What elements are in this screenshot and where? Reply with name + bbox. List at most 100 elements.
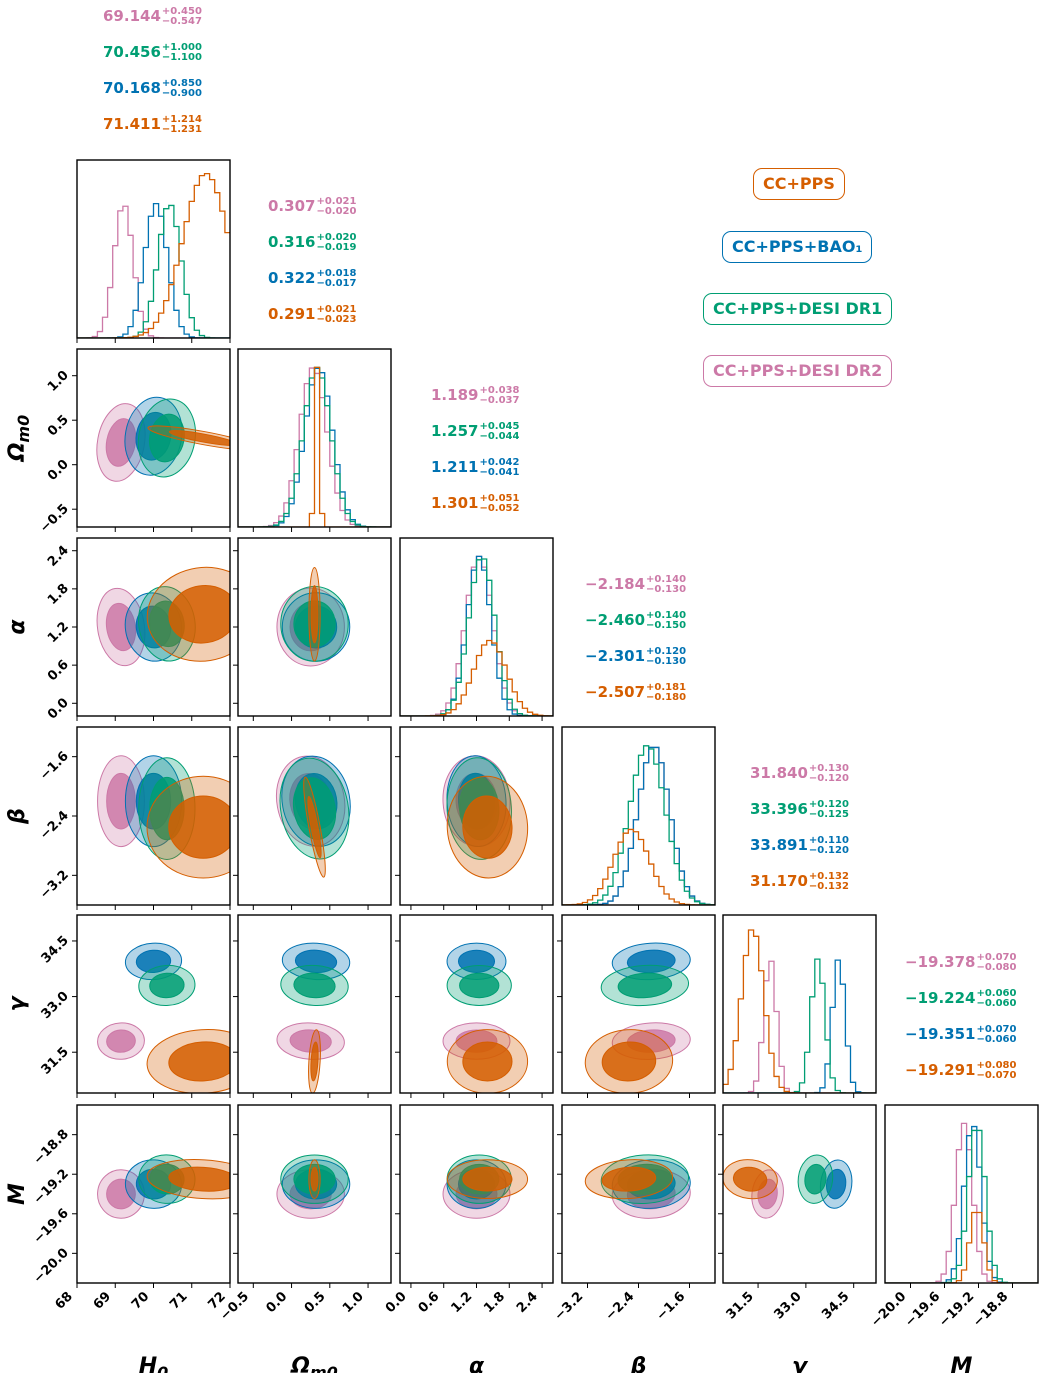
histogram-cc-pps-desi-dr2 — [723, 960, 876, 1093]
stat-M-cc-pps: −19.291 +0.080 −0.070 — [905, 1059, 1017, 1081]
y-tick-label: 0.5 — [45, 412, 72, 439]
panel-H0-vs-H0 — [77, 172, 230, 338]
legend-entry-cc-pps-bao: CC+PPS+BAO₁ — [722, 231, 873, 263]
stat-alpha-cc-pps-bao: 1.211 +0.042 −0.041 — [431, 456, 520, 478]
panel-frame — [722, 914, 877, 1094]
panel-alpha-vs-H0 — [96, 566, 230, 667]
contour-1sigma-cc-pps — [310, 1166, 319, 1192]
histogram-cc-pps — [400, 639, 553, 716]
panel-frame — [722, 1104, 877, 1284]
contour-1sigma-cc-pps-desi-dr2 — [105, 418, 137, 467]
y-tick-label: 0.0 — [45, 696, 72, 723]
panel-gamma-vs-H0 — [97, 942, 230, 1093]
y-axis-label-Om0: Ωm0 — [5, 415, 33, 463]
stat-gamma-cc-pps-desi-dr1: 33.396 +0.120 −0.125 — [750, 798, 849, 820]
stat-H0-cc-pps: 71.411 +1.214 −1.231 — [103, 113, 202, 135]
y-tick-label: −20.0 — [31, 1246, 72, 1287]
y-tick-label: 2.4 — [45, 543, 72, 570]
x-tick-label: 0.0 — [383, 1289, 410, 1316]
contour-1sigma-cc-pps — [168, 1166, 230, 1192]
y-tick-label: −19.2 — [31, 1166, 72, 1207]
x-tick-label: 33.0 — [771, 1289, 804, 1322]
panel-beta-vs-Om0 — [275, 755, 351, 878]
stat-alpha-cc-pps-desi-dr1: 1.257 +0.045 −0.044 — [431, 420, 520, 442]
x-tick-label: 31.5 — [724, 1289, 757, 1322]
y-tick-label: 1.0 — [45, 368, 72, 395]
y-tick-label: −19.6 — [31, 1206, 72, 1247]
stat-Om0-cc-pps: 0.291 +0.021 −0.023 — [268, 303, 357, 325]
x-tick-label: −2.4 — [603, 1289, 638, 1324]
y-tick-label: −1.6 — [37, 749, 72, 784]
y-axis-label-gamma: γ — [5, 995, 30, 1012]
contour-1sigma-cc-pps — [168, 430, 230, 446]
panel-frame — [884, 1104, 1039, 1284]
y-tick-label: 1.8 — [45, 581, 72, 608]
x-axis-label-M: M — [951, 1354, 973, 1373]
stat-gamma-cc-pps-desi-dr2: 31.840 +0.130 −0.120 — [750, 762, 849, 784]
contour-1sigma-cc-pps — [310, 585, 319, 644]
contour-1sigma-cc-pps-desi-dr1 — [617, 972, 673, 999]
panel-M-vs-beta — [584, 1154, 691, 1219]
panel-gamma-vs-alpha — [442, 942, 529, 1093]
contour-1sigma-cc-pps — [462, 795, 513, 859]
x-tick-label: −20.0 — [868, 1289, 909, 1330]
y-tick-label: 31.5 — [39, 1044, 72, 1077]
panel-M-vs-Om0 — [276, 1154, 351, 1219]
stat-alpha-cc-pps-desi-dr2: 1.189 +0.038 −0.037 — [431, 384, 520, 406]
contour-1sigma-cc-pps — [310, 1041, 319, 1082]
contour-1sigma-cc-pps-desi-dr2 — [106, 1029, 136, 1053]
panel-frame — [237, 348, 392, 528]
x-tick-label: −19.6 — [902, 1289, 943, 1330]
contour-1sigma-cc-pps — [601, 1166, 657, 1192]
contour-1sigma-cc-pps-desi-dr1 — [293, 972, 336, 999]
y-tick-label: −0.5 — [37, 501, 72, 536]
y-tick-label: 33.0 — [39, 989, 72, 1022]
contour-1sigma-cc-pps — [168, 795, 230, 859]
y-tick-label: −3.2 — [37, 868, 72, 903]
stat-M-cc-pps-desi-dr1: −19.224 +0.060 −0.060 — [905, 987, 1017, 1009]
contour-1sigma-cc-pps — [601, 1041, 657, 1082]
stat-beta-cc-pps-bao: −2.301 +0.120 −0.130 — [585, 645, 687, 667]
histogram-cc-pps-desi-dr1 — [723, 958, 876, 1093]
legend-entry-cc-pps-desi-dr1: CC+PPS+DESI DR1 — [703, 293, 893, 325]
contour-1sigma-cc-pps-desi-dr1 — [804, 1163, 827, 1195]
contour-1sigma-cc-pps-desi-dr1 — [459, 972, 500, 999]
contour-1sigma-cc-pps-bao — [135, 949, 172, 974]
contour-1sigma-cc-pps — [307, 795, 322, 859]
stat-Om0-cc-pps-bao: 0.322 +0.018 −0.017 — [268, 267, 357, 289]
panel-beta-vs-alpha — [442, 755, 529, 879]
stat-alpha-cc-pps: 1.301 +0.051 −0.052 — [431, 492, 520, 514]
contour-1sigma-cc-pps — [462, 1041, 513, 1082]
panel-gamma-vs-beta — [584, 942, 691, 1093]
x-axis-label-Om0: Ωm0 — [290, 1354, 338, 1373]
stat-beta-cc-pps-desi-dr1: −2.460 +0.140 −0.150 — [585, 609, 687, 631]
stat-M-cc-pps-bao: −19.351 +0.070 −0.060 — [905, 1023, 1017, 1045]
panel-beta-vs-beta — [562, 745, 715, 905]
x-tick-label: −1.6 — [654, 1289, 689, 1324]
x-axis-label-gamma: γ — [792, 1354, 809, 1373]
x-tick-label: 1.2 — [448, 1289, 475, 1316]
panel-frame — [237, 914, 392, 1094]
x-axis-label-H0: H0 — [139, 1354, 169, 1373]
x-tick-label: 0.5 — [302, 1289, 329, 1316]
x-tick-label: 70 — [129, 1289, 152, 1312]
stat-beta-cc-pps-desi-dr2: −2.184 +0.140 −0.130 — [585, 573, 687, 595]
panel-alpha-vs-Om0 — [276, 567, 351, 667]
y-tick-label: 1.2 — [45, 619, 72, 646]
histogram-cc-pps-desi-dr1 — [400, 558, 553, 716]
x-tick-label: −19.2 — [936, 1289, 977, 1330]
contour-1sigma-cc-pps-desi-dr1 — [149, 972, 185, 999]
panel-frame — [76, 159, 231, 339]
histogram-cc-pps — [723, 929, 876, 1093]
stat-M-cc-pps-desi-dr2: −19.378 +0.070 −0.080 — [905, 951, 1017, 973]
panel-gamma-vs-gamma — [723, 929, 876, 1093]
legend-entry-cc-pps: CC+PPS — [753, 168, 845, 200]
y-tick-label: −2.4 — [37, 808, 72, 843]
contour-1sigma-cc-pps — [168, 1041, 230, 1082]
histogram-cc-pps-desi-dr1 — [562, 745, 715, 905]
stat-gamma-cc-pps: 31.170 +0.132 −0.132 — [750, 870, 849, 892]
x-tick-label: −18.8 — [970, 1289, 1011, 1330]
contour-1sigma-cc-pps-desi-dr2 — [105, 602, 137, 652]
x-tick-label: 0.6 — [416, 1289, 443, 1316]
